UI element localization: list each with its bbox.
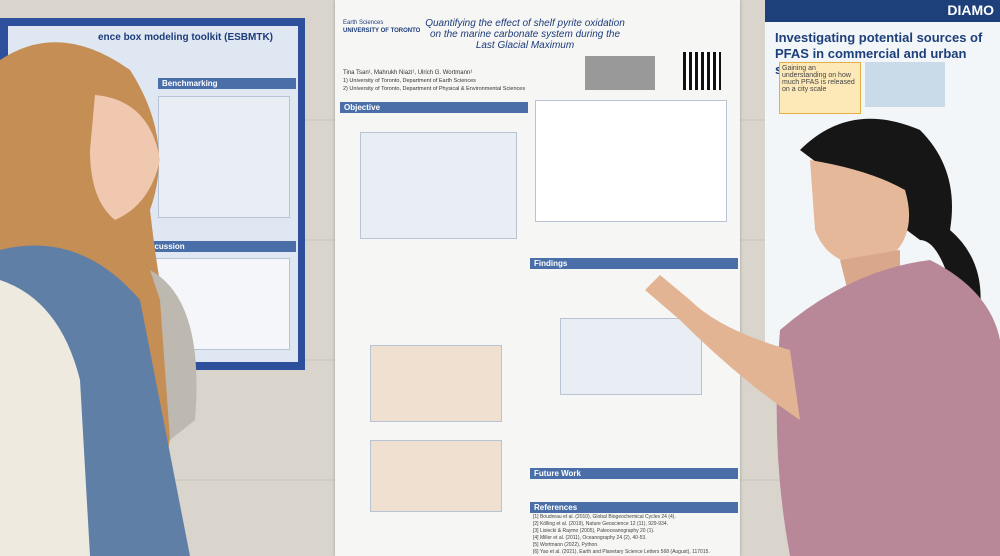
figure	[560, 318, 702, 395]
reference: [4] Miller et al. (2011), Oceanography 2…	[533, 535, 647, 541]
reference-list: [1] Boudreau et al. (2010), Global Bioge…	[533, 514, 738, 556]
section-heading: References	[530, 502, 738, 513]
figure	[370, 345, 502, 422]
figure	[535, 100, 727, 222]
figure	[370, 440, 502, 512]
city-graphic	[865, 62, 945, 107]
poster-title: ence box modeling toolkit (ESBMTK)	[98, 32, 274, 43]
affiliation: 2) University of Toronto, Department of …	[343, 86, 526, 92]
callout: Gaining an understanding on how much PFA…	[779, 62, 861, 114]
author-photos	[585, 56, 655, 90]
left-person	[0, 42, 197, 556]
reference: [3] Lisiecki & Raymo (2005), Paleoceanog…	[533, 528, 655, 534]
authors: Tina Tsan¹, Mahrukh Niazi¹, Ulrich G. Wo…	[343, 70, 473, 76]
section-heading: Future Work	[530, 468, 738, 479]
affiliation: 1) University of Toronto, Department of …	[343, 78, 476, 84]
figure	[360, 132, 517, 239]
section-heading: Objective	[340, 102, 528, 113]
institution: UNIVERSITY OF TORONTO	[343, 28, 421, 34]
reference: [6] Yao et al. (2021), Earth and Planeta…	[533, 549, 710, 555]
section-heading: Findings	[530, 258, 738, 269]
section-heading: Discussion	[138, 241, 296, 252]
banner-text: DIAMO	[947, 2, 994, 18]
figure	[158, 96, 290, 218]
qr-code	[683, 52, 721, 90]
reference: [2] Kölling et al. (2019), Nature Geosci…	[533, 521, 668, 527]
center-poster: Earth Sciences UNIVERSITY OF TORONTO Qua…	[335, 0, 740, 556]
institution: Earth Sciences	[343, 20, 384, 26]
poster-title: Quantifying the effect of shelf pyrite o…	[425, 18, 625, 51]
reference: [5] Wortmann (2022), Python.	[533, 542, 599, 548]
reference: [1] Boudreau et al. (2010), Global Bioge…	[533, 514, 676, 520]
section-heading: Benchmarking	[158, 78, 296, 89]
right-person	[645, 118, 1000, 556]
banner	[765, 0, 1000, 22]
